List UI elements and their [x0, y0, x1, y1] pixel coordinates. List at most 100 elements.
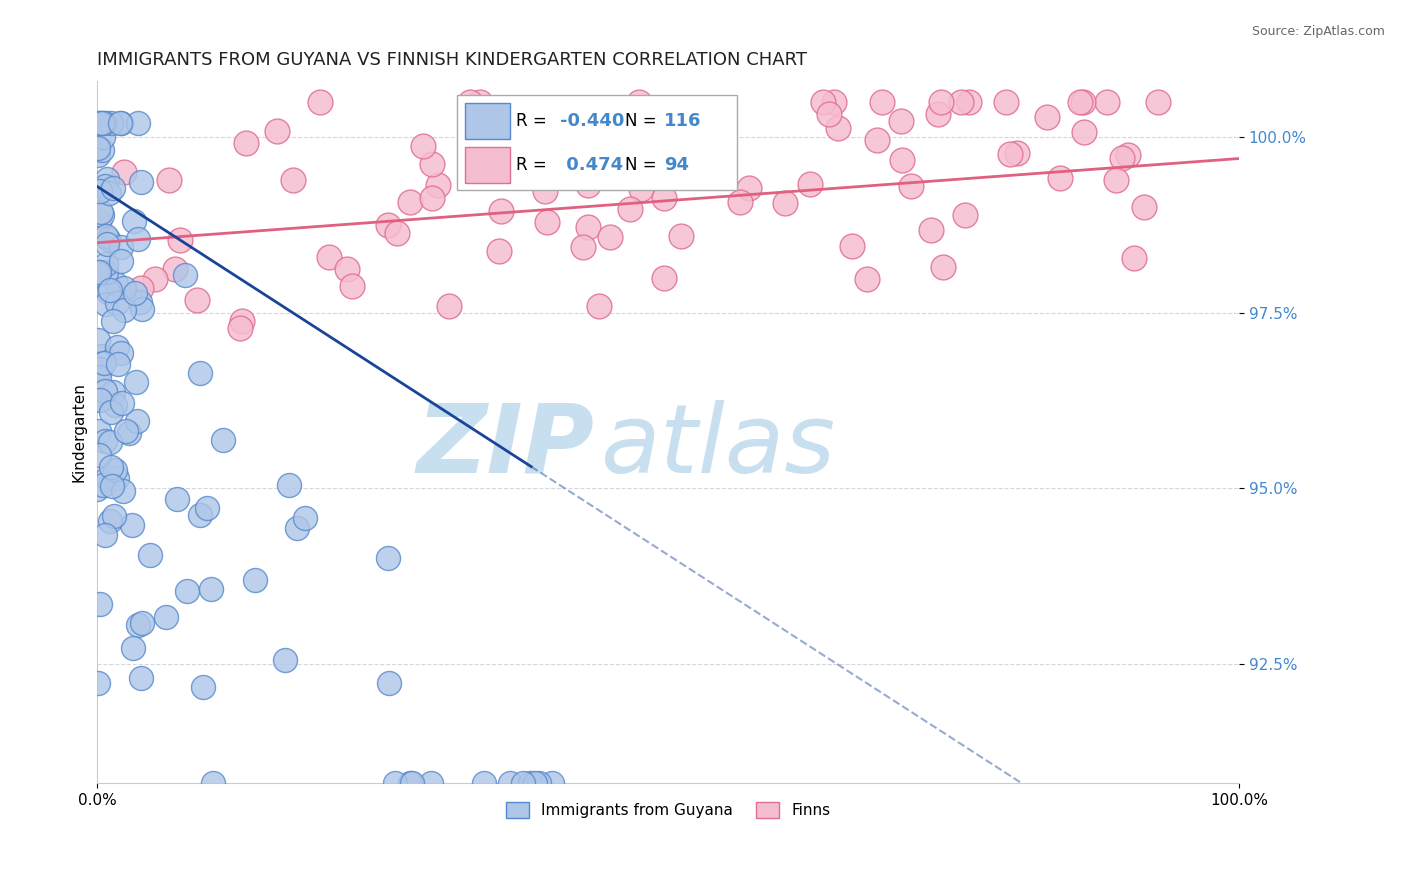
Point — [143, 272, 166, 286]
Point — [98, 186, 121, 200]
Point — [841, 239, 863, 253]
Point — [94, 527, 117, 541]
Point — [470, 95, 492, 110]
Point — [385, 226, 408, 240]
Point — [87, 370, 110, 384]
Point — [91, 116, 114, 130]
Point — [101, 384, 124, 399]
Point — [544, 111, 567, 125]
Point — [536, 110, 558, 124]
Point — [482, 111, 505, 125]
Point — [87, 265, 110, 279]
Point — [100, 460, 122, 475]
Point — [1122, 251, 1144, 265]
Point — [654, 132, 676, 146]
Point — [86, 392, 108, 406]
Point — [384, 776, 406, 790]
Point — [1036, 110, 1059, 124]
Point — [93, 179, 115, 194]
Point — [630, 182, 652, 196]
Point — [524, 776, 547, 790]
Point — [534, 185, 557, 199]
Point — [94, 229, 117, 244]
Point — [401, 776, 423, 790]
Point — [176, 583, 198, 598]
Point — [998, 147, 1021, 161]
Point — [586, 140, 609, 154]
Point — [90, 205, 112, 219]
Point — [190, 366, 212, 380]
Point — [426, 178, 449, 193]
Point — [105, 471, 128, 485]
Point — [127, 232, 149, 246]
Point — [671, 228, 693, 243]
Point — [420, 776, 443, 790]
Point — [86, 482, 108, 496]
Point — [1111, 152, 1133, 166]
Point — [193, 680, 215, 694]
Point — [155, 609, 177, 624]
Point — [1049, 171, 1071, 186]
Point — [121, 518, 143, 533]
Point — [101, 181, 124, 195]
Point — [107, 357, 129, 371]
Point — [499, 776, 522, 790]
Point — [378, 676, 401, 690]
Point — [114, 425, 136, 439]
Point — [118, 425, 141, 440]
Point — [654, 191, 676, 205]
Point — [125, 375, 148, 389]
Point — [437, 299, 460, 313]
Point — [529, 776, 551, 790]
Point — [655, 160, 678, 174]
Point — [87, 116, 110, 130]
Point — [603, 150, 626, 164]
Point — [96, 297, 118, 311]
Point — [87, 265, 110, 279]
Point — [274, 653, 297, 667]
Point — [87, 147, 110, 161]
Point — [93, 116, 115, 130]
Point — [212, 434, 235, 448]
Point — [125, 414, 148, 428]
Point — [266, 124, 288, 138]
Point — [97, 285, 120, 300]
Point — [188, 508, 211, 523]
Point — [104, 462, 127, 476]
Point — [174, 268, 197, 283]
Point — [166, 492, 188, 507]
Point — [1007, 146, 1029, 161]
Point — [110, 116, 132, 130]
Y-axis label: Kindergarten: Kindergarten — [72, 383, 86, 483]
Point — [96, 172, 118, 186]
Point — [1071, 95, 1094, 110]
Point — [308, 95, 330, 110]
Point — [489, 204, 512, 219]
Point — [652, 271, 675, 285]
Point — [89, 424, 111, 438]
Point — [593, 161, 616, 176]
Point — [613, 121, 636, 136]
Point — [129, 175, 152, 189]
Point — [855, 272, 877, 286]
Point — [124, 214, 146, 228]
Point — [1073, 125, 1095, 139]
Point — [398, 194, 420, 209]
Point — [540, 776, 562, 790]
Point — [932, 260, 955, 274]
Point — [890, 153, 912, 168]
Point — [87, 676, 110, 690]
Point — [1105, 173, 1128, 187]
Point — [578, 219, 600, 234]
Point — [957, 95, 980, 110]
Point — [114, 302, 136, 317]
Point — [94, 256, 117, 270]
Point — [100, 479, 122, 493]
Point — [87, 267, 110, 281]
Point — [920, 223, 942, 237]
Point — [104, 277, 127, 291]
Point — [548, 158, 571, 172]
Point — [243, 573, 266, 587]
Point — [112, 280, 135, 294]
Text: Source: ZipAtlas.com: Source: ZipAtlas.com — [1251, 25, 1385, 38]
